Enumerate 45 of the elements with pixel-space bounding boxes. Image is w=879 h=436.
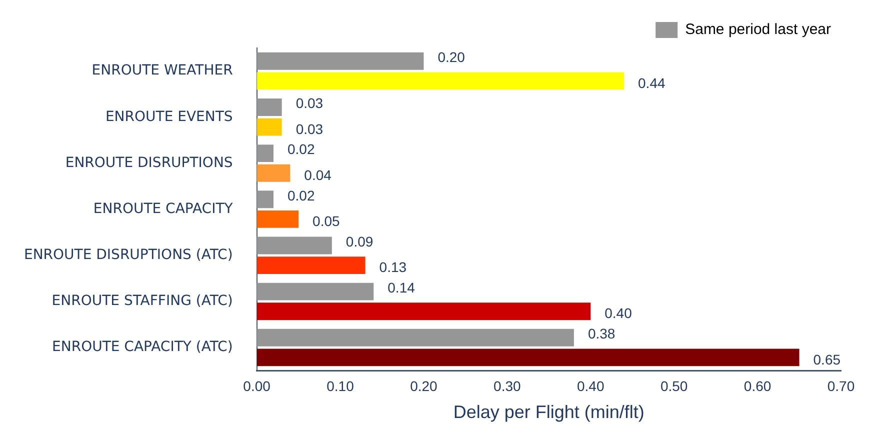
data-label: 0.44 bbox=[638, 74, 666, 91]
bar bbox=[256, 98, 282, 116]
x-tick-label: 0.60 bbox=[744, 378, 772, 394]
data-label: 0.14 bbox=[388, 279, 416, 296]
data-label: 0.20 bbox=[438, 48, 466, 65]
x-tick-label: 0.30 bbox=[494, 378, 522, 394]
data-label: 0.03 bbox=[296, 120, 324, 137]
data-label: 0.65 bbox=[813, 351, 841, 368]
bar bbox=[256, 210, 299, 228]
x-tick-label: 0.10 bbox=[326, 378, 354, 394]
y-tick-label: ENROUTE EVENTS bbox=[105, 108, 233, 125]
y-tick-label: ENROUTE CAPACITY bbox=[93, 200, 234, 217]
data-label: 0.05 bbox=[312, 213, 340, 230]
y-tick-label: ENROUTE CAPACITY (ATC) bbox=[52, 339, 233, 356]
x-tick-label: 0.20 bbox=[410, 378, 438, 394]
bar bbox=[256, 52, 424, 70]
data-label: 0.03 bbox=[296, 95, 324, 112]
bar bbox=[256, 164, 290, 182]
bar bbox=[256, 282, 374, 300]
x-axis-title: Delay per Flight (min/flt) bbox=[453, 402, 644, 422]
data-label: 0.38 bbox=[588, 326, 616, 342]
bar bbox=[256, 236, 332, 254]
data-label: 0.04 bbox=[304, 166, 332, 183]
data-label: 0.13 bbox=[379, 259, 407, 276]
bar bbox=[256, 348, 800, 366]
data-label: 0.02 bbox=[287, 187, 315, 204]
bar bbox=[256, 256, 366, 274]
bar bbox=[256, 72, 624, 90]
bar bbox=[256, 118, 282, 136]
bar bbox=[256, 144, 274, 162]
bar bbox=[256, 190, 274, 208]
y-tick-label: ENROUTE WEATHER bbox=[92, 62, 234, 79]
legend-label: Same period last year bbox=[685, 21, 832, 38]
bar bbox=[256, 328, 574, 346]
y-tick-label: ENROUTE DISRUPTIONS bbox=[65, 154, 233, 171]
x-tick-label: 0.40 bbox=[577, 378, 604, 394]
y-tick-label: ENROUTE STAFFING (ATC) bbox=[52, 293, 233, 310]
data-label: 0.02 bbox=[287, 141, 315, 158]
data-label: 0.40 bbox=[604, 305, 632, 322]
y-tick-label: ENROUTE DISRUPTIONS (ATC) bbox=[24, 247, 233, 264]
x-tick-label: 0.00 bbox=[243, 378, 271, 394]
x-tick-label: 0.70 bbox=[827, 378, 855, 394]
bar bbox=[256, 302, 591, 320]
data-label: 0.09 bbox=[346, 233, 374, 250]
x-tick-label: 0.50 bbox=[660, 378, 688, 394]
